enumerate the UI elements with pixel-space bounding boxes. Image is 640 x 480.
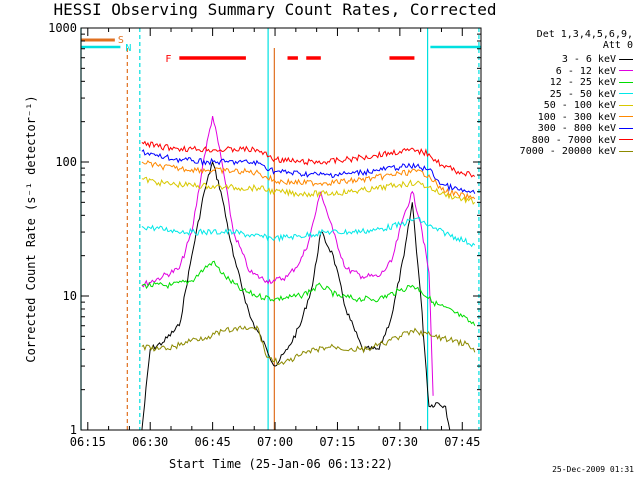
marks-layer xyxy=(80,28,480,431)
legend-swatch xyxy=(619,116,633,117)
flag-bars-layer: SN F xyxy=(81,35,481,65)
series-line-800-7000 xyxy=(141,140,476,178)
legend-header-1: Det 1,3,4,5,6,9, xyxy=(536,29,633,40)
series-line-7000-20000 xyxy=(141,325,476,366)
series-line-100-300 xyxy=(141,160,476,201)
x-tick-label: 06:45 xyxy=(195,435,231,449)
timestamp: 25-Dec-2009 01:31 xyxy=(552,465,634,474)
legend-item-300-800: 300 - 800 keV xyxy=(538,124,633,134)
legend-swatch xyxy=(619,93,633,94)
x-tick-label: 07:15 xyxy=(319,435,355,449)
legend-item-800-7000: 800 - 7000 keV xyxy=(531,134,633,146)
x-tick-label: 07:30 xyxy=(382,435,418,449)
legend-swatch xyxy=(619,58,633,60)
legend-header-2: Att 0 xyxy=(602,40,633,51)
legend-label: 100 - 300 keV xyxy=(537,111,616,123)
x-tick-label: 07:00 xyxy=(257,435,293,449)
night-flag-label: N xyxy=(125,43,131,54)
legend-swatch xyxy=(619,127,633,129)
legend-item-100-300: 100 - 300 keV xyxy=(537,111,633,123)
legend-label: 300 - 800 keV xyxy=(537,123,616,134)
y-tick-label: 1 xyxy=(70,423,77,437)
legend-item-7000-20000: 7000 - 20000 keV xyxy=(520,147,633,157)
legend-swatch xyxy=(619,81,633,83)
series-line-50-100 xyxy=(141,176,476,205)
x-tick-label: 07:45 xyxy=(444,435,480,449)
flare-flag-label: F xyxy=(165,54,171,65)
y-tick-label: 100 xyxy=(55,155,77,169)
chart-title: HESSI Observing Summary Count Rates, Cor… xyxy=(53,0,497,19)
series-line-12-25 xyxy=(141,260,476,326)
legend-item-12-25: 12 - 25 keV xyxy=(550,78,633,88)
legend-label: 7000 - 20000 keV xyxy=(519,146,616,157)
legend-label: 3 - 6 keV xyxy=(561,54,616,65)
plot-frame xyxy=(80,27,482,431)
series-line-6-12 xyxy=(141,116,434,396)
legend-swatch xyxy=(619,139,633,140)
legend-label: 50 - 100 keV xyxy=(543,100,616,111)
legend-item-50-100: 50 - 100 keV xyxy=(544,101,633,111)
legend-swatch xyxy=(619,70,633,71)
y-tick-label: 10 xyxy=(63,289,77,303)
legend-label: 25 - 50 keV xyxy=(549,88,616,100)
legend-item-6-12: 6 - 12 keV xyxy=(555,65,633,77)
x-axis-label: Start Time (25-Jan-06 06:13:22) xyxy=(169,457,393,471)
legend-label: 12 - 25 keV xyxy=(549,77,616,88)
series-line-300-800 xyxy=(141,149,476,194)
saa-flag-label: S xyxy=(118,35,124,46)
legend-swatch xyxy=(619,150,633,152)
legend-swatch xyxy=(619,104,633,106)
legend-item-3-6: 3 - 6 keV xyxy=(562,55,633,65)
x-tick-label: 06:15 xyxy=(70,435,106,449)
legend-item-25-50: 25 - 50 keV xyxy=(549,88,633,100)
y-axis-label: Corrected Count Rate (s⁻¹ detector⁻¹) xyxy=(24,95,38,362)
y-tick-label: 1000 xyxy=(48,21,77,35)
series-line-25-50 xyxy=(141,216,476,248)
legend-label: 6 - 12 keV xyxy=(555,65,616,77)
legend-label: 800 - 7000 keV xyxy=(531,134,616,146)
x-tick-label: 06:30 xyxy=(132,435,168,449)
series-line-3-6 xyxy=(141,160,451,431)
axes-layer: 1 10 100 1000 06:15 06:30 06:45 07:00 07:15 07:30… xyxy=(48,21,481,449)
